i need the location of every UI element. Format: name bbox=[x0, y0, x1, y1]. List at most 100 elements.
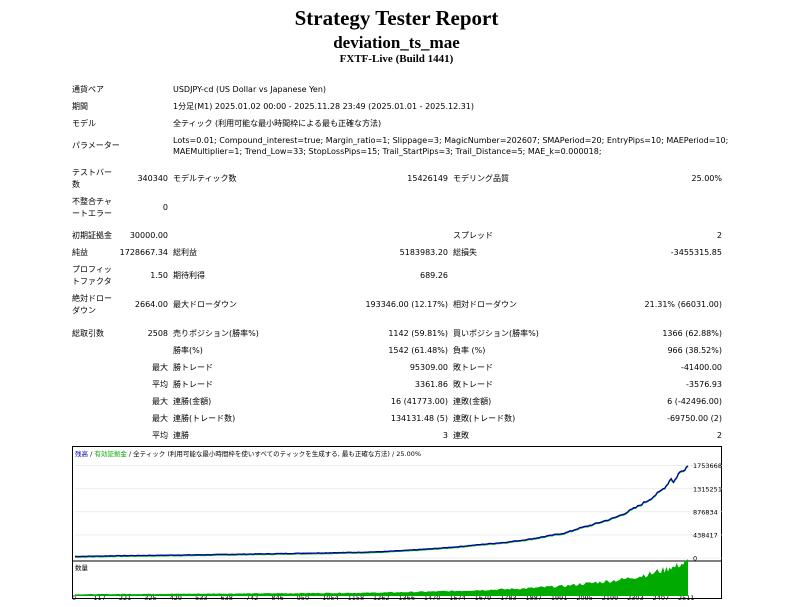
quality-label: モデリング品質 bbox=[453, 174, 509, 183]
long-value: 1366 (62.88%) bbox=[662, 329, 722, 338]
x-tick-label: 2199 bbox=[602, 594, 619, 601]
x-tick-label: 950 bbox=[297, 594, 309, 601]
x-tick-label: 429 bbox=[170, 594, 182, 601]
y-tick-label: 1315251 bbox=[693, 485, 722, 493]
params-label: パラメーター bbox=[72, 141, 120, 150]
expected-value: 689.26 bbox=[420, 271, 448, 280]
bars-label-2: 数 bbox=[72, 180, 80, 189]
balance-line bbox=[75, 465, 689, 558]
symbol-value: USDJPY-cd (US Dollar vs Japanese Yen) bbox=[173, 85, 327, 94]
pf-label-2: トファクタ bbox=[72, 277, 112, 286]
rel-dd-label: 相対ドローダウン bbox=[453, 300, 517, 309]
gross-loss-label: 総損失 bbox=[453, 248, 477, 257]
spread-label: スプレッド bbox=[453, 231, 493, 240]
x-tick-label: 117 bbox=[93, 594, 105, 601]
legend-balance: 残高 bbox=[75, 449, 89, 458]
report-subtitle: deviation_ts_mae bbox=[333, 33, 460, 52]
x-tick-label: 2407 bbox=[653, 594, 670, 601]
rel-dd-value: 21.31% (66031.00) bbox=[644, 300, 722, 309]
symbol-label: 通貨ペア bbox=[72, 85, 104, 94]
x-tick-label: 1679 bbox=[475, 594, 492, 601]
max-label-2: 最大 bbox=[152, 397, 168, 406]
model-label: モデル bbox=[72, 119, 96, 128]
gross-profit-label: 総利益 bbox=[173, 248, 197, 257]
x-tick-label: 2303 bbox=[627, 594, 644, 601]
win-rate-value: 1542 (61.48%) bbox=[388, 346, 448, 355]
deposit-value: 30000.00 bbox=[129, 231, 168, 240]
x-tick-label: 2511 bbox=[678, 594, 695, 601]
x-tick-label: 638 bbox=[221, 594, 233, 601]
avg-loss-label: 敗トレード bbox=[453, 380, 493, 389]
spread-value: 2 bbox=[716, 231, 722, 240]
pf-label-1: プロフィッ bbox=[72, 265, 112, 274]
avg-loss-value: -3576.93 bbox=[686, 380, 722, 389]
abs-dd-label-1: 絶対ドロー bbox=[72, 294, 112, 303]
expected-label: 期待利得 bbox=[173, 271, 205, 280]
total-trades-label: 総取引数 bbox=[72, 329, 104, 338]
volume-label: 数量 bbox=[75, 563, 89, 572]
max-consec-profit-label: 連勝(トレード数) bbox=[173, 414, 236, 423]
legend-equity: 有効証拠金 bbox=[94, 449, 127, 458]
abs-dd-label-2: ダウン bbox=[72, 306, 96, 315]
max-dd-label: 最大ドローダウン bbox=[173, 300, 237, 309]
max-consec-losses-label: 連敗(金額) bbox=[453, 397, 492, 406]
report-title: Strategy Tester Report bbox=[294, 6, 499, 30]
y-tick-label: 438417 bbox=[693, 531, 718, 539]
volume-area bbox=[75, 559, 688, 596]
mismatch-value: 0 bbox=[162, 203, 168, 212]
net-label: 純益 bbox=[72, 248, 88, 257]
x-tick-label: 742 bbox=[246, 594, 258, 601]
ticks-label: モデルティック数 bbox=[173, 174, 237, 183]
x-tick-label: 1470 bbox=[424, 594, 441, 601]
x-tick-label: 1366 bbox=[398, 594, 415, 601]
params-line-1: Lots=0.01; Compound_interest=true; Margi… bbox=[173, 136, 729, 145]
avg-consec-losses-value: 2 bbox=[716, 431, 722, 440]
x-tick-label: 2095 bbox=[576, 594, 593, 601]
max-consec-profit-value: 134131.48 (5) bbox=[390, 414, 448, 423]
x-tick-label: 846 bbox=[271, 594, 283, 601]
deposit-label: 初期証拠金 bbox=[72, 231, 112, 240]
avg-consec-losses-label: 連敗 bbox=[453, 431, 469, 440]
y-tick-label: 0 bbox=[693, 555, 697, 563]
mismatch-label-1: 不整合チャ bbox=[72, 197, 112, 206]
balance-chart: 残高 / 有効証拠金 / 全ティック (利用可能な最小時間枠を使いすべてのティッ… bbox=[72, 446, 722, 601]
model-value: 全ティック (利用可能な最小時間枠による最も正確な方法) bbox=[173, 119, 382, 128]
win-rate-label: 勝率(%) bbox=[173, 346, 203, 355]
largest-win-label: 勝トレード bbox=[173, 363, 213, 372]
quality-value: 25.00% bbox=[691, 174, 722, 183]
period-label: 期間 bbox=[72, 102, 88, 111]
chart-frame bbox=[72, 446, 722, 599]
x-tick-label: 1991 bbox=[551, 594, 568, 601]
avg-consec-wins-label: 連勝 bbox=[173, 431, 189, 440]
x-tick-label: 325 bbox=[144, 594, 156, 601]
avg-win-label: 勝トレード bbox=[173, 380, 213, 389]
short-label: 売りポジション(勝率%) bbox=[173, 329, 259, 338]
loss-rate-value: 966 (38.52%) bbox=[667, 346, 722, 355]
max-dd-value: 193346.00 (12.17%) bbox=[365, 300, 448, 309]
max-consec-loss-label: 連敗(トレード数) bbox=[453, 414, 516, 423]
ticks-value: 15426149 bbox=[407, 174, 448, 183]
avg-label-1: 平均 bbox=[152, 380, 168, 389]
y-tick-label: 876834 bbox=[693, 508, 718, 516]
max-consec-wins-value: 16 (41773.00) bbox=[390, 397, 448, 406]
x-tick-label: 1887 bbox=[526, 594, 543, 601]
x-tick-label: 1262 bbox=[373, 594, 390, 601]
max-label-3: 最大 bbox=[152, 414, 168, 423]
avg-win-value: 3361.86 bbox=[414, 380, 448, 389]
largest-win-value: 95309.00 bbox=[409, 363, 448, 372]
loss-rate-label: 負率 (%) bbox=[453, 346, 486, 355]
equity-line bbox=[75, 466, 689, 558]
max-consec-loss-value: -69750.00 (2) bbox=[667, 414, 722, 423]
abs-dd-value: 2664.00 bbox=[134, 300, 168, 309]
max-consec-wins-label: 連勝(金額) bbox=[173, 397, 212, 406]
x-tick-label: 1158 bbox=[348, 594, 365, 601]
period-value: 1分足(M1) 2025.01.02 00:00 - 2025.11.28 23… bbox=[173, 102, 475, 111]
avg-label-2: 平均 bbox=[152, 431, 168, 440]
x-tick-label: 221 bbox=[119, 594, 131, 601]
pf-value: 1.50 bbox=[150, 271, 168, 280]
gross-profit-value: 5183983.20 bbox=[399, 248, 448, 257]
largest-loss-label: 敗トレード bbox=[453, 363, 493, 372]
x-tick-label: 1783 bbox=[500, 594, 517, 601]
mismatch-label-2: ートエラー bbox=[72, 209, 112, 218]
x-tick-label: 1054 bbox=[322, 594, 339, 601]
